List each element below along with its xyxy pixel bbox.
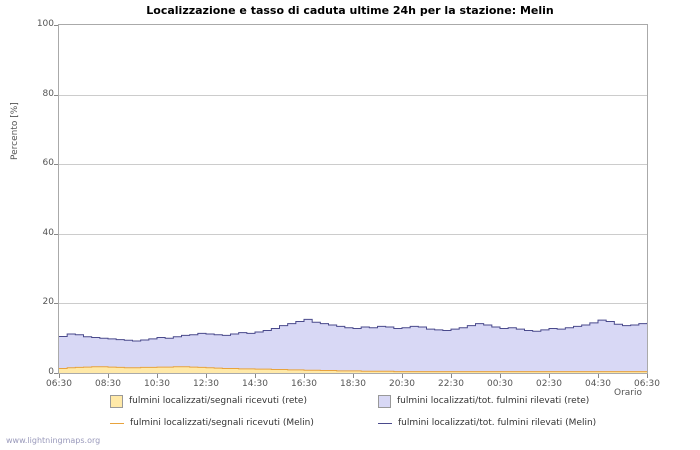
gridline <box>59 164 647 165</box>
legend-label: fulmini localizzati/tot. fulmini rilevat… <box>398 418 597 428</box>
legend-label: fulmini localizzati/segnali ricevuti (re… <box>129 396 307 406</box>
page-title: Localizzazione e tasso di caduta ultime … <box>146 4 554 17</box>
watermark: www.lightningmaps.org <box>6 436 101 445</box>
y-tick-label: 60 <box>42 158 54 169</box>
plot-area <box>58 24 648 374</box>
y-tick-mark <box>54 303 58 305</box>
y-tick-mark <box>54 373 58 374</box>
legend-label: fulmini localizzati/tot. fulmini rilevat… <box>397 396 590 406</box>
x-tick-label: 00:30 <box>487 379 513 389</box>
x-tick-label: 18:30 <box>340 379 366 389</box>
legend-row-2: fulmini localizzati/segnali ricevuti (Me… <box>110 414 630 432</box>
x-tick-label: 14:30 <box>242 379 268 389</box>
x-tick-mark <box>549 374 550 378</box>
x-tick-label: 10:30 <box>144 379 170 389</box>
x-tick-label: 20:30 <box>389 379 415 389</box>
x-tick-label: 06:30 <box>634 379 660 389</box>
x-tick-mark <box>206 374 207 378</box>
legend-line-swatch <box>110 422 124 424</box>
y-tick-label: 40 <box>42 227 54 238</box>
x-tick-mark <box>598 374 599 378</box>
x-tick-mark <box>402 374 403 378</box>
x-tick-mark <box>647 374 648 378</box>
gridline <box>59 95 647 96</box>
y-tick-label: 80 <box>42 88 54 99</box>
x-tick-mark <box>353 374 354 378</box>
legend-row-1: fulmini localizzati/segnali ricevuti (re… <box>110 392 630 410</box>
x-tick-mark <box>108 374 109 378</box>
series-svg <box>59 318 647 373</box>
x-tick-label: 04:30 <box>585 379 611 389</box>
x-tick-mark <box>451 374 452 378</box>
y-tick-label: 100 <box>36 19 54 29</box>
x-axis-ticks: 06:30 08:30 10:30 12:30 14:30 16:30 18:30 20:30… <box>46 374 660 394</box>
x-tick-mark <box>59 374 60 378</box>
gridline <box>59 303 647 304</box>
y-tick-mark <box>54 94 58 96</box>
chart-legend: fulmini localizzati/segnali ricevuti (re… <box>110 392 630 436</box>
series-line <box>59 366 647 373</box>
legend-label: fulmini localizzati/segnali ricevuti (Me… <box>130 418 314 428</box>
series-area <box>59 366 647 373</box>
y-tick-label: 0 <box>48 367 54 377</box>
legend-area-swatch <box>110 394 123 408</box>
y-tick-mark <box>54 25 58 26</box>
y-tick-label: 20 <box>42 297 54 308</box>
legend-item[interactable]: fulmini localizzati/tot. fulmini rilevat… <box>378 392 589 410</box>
y-tick-mark <box>54 233 58 235</box>
x-tick-label: 22:30 <box>438 379 464 389</box>
x-axis-label: Orario <box>614 388 643 398</box>
x-tick-mark <box>255 374 256 378</box>
legend-item[interactable]: fulmini localizzati/segnali ricevuti (Me… <box>110 414 314 432</box>
x-tick-label: 02:30 <box>536 379 562 389</box>
legend-item[interactable]: fulmini localizzati/segnali ricevuti (re… <box>110 392 307 410</box>
x-tick-mark <box>304 374 305 378</box>
legend-area-swatch <box>378 394 391 408</box>
gridline <box>59 234 647 235</box>
x-tick-mark <box>500 374 501 378</box>
x-tick-label: 16:30 <box>291 379 317 389</box>
legend-line-swatch <box>378 422 392 424</box>
x-tick-mark <box>157 374 158 378</box>
x-tick-label: 12:30 <box>193 379 219 389</box>
y-tick-mark <box>54 164 58 166</box>
legend-item[interactable]: fulmini localizzati/tot. fulmini rilevat… <box>378 414 596 432</box>
series-area <box>59 319 647 373</box>
y-axis-ticks: 0 20 40 60 80 100 <box>0 20 58 377</box>
series-line <box>59 318 647 342</box>
x-tick-label: 06:30 <box>46 379 72 389</box>
x-tick-label: 08:30 <box>95 379 121 389</box>
